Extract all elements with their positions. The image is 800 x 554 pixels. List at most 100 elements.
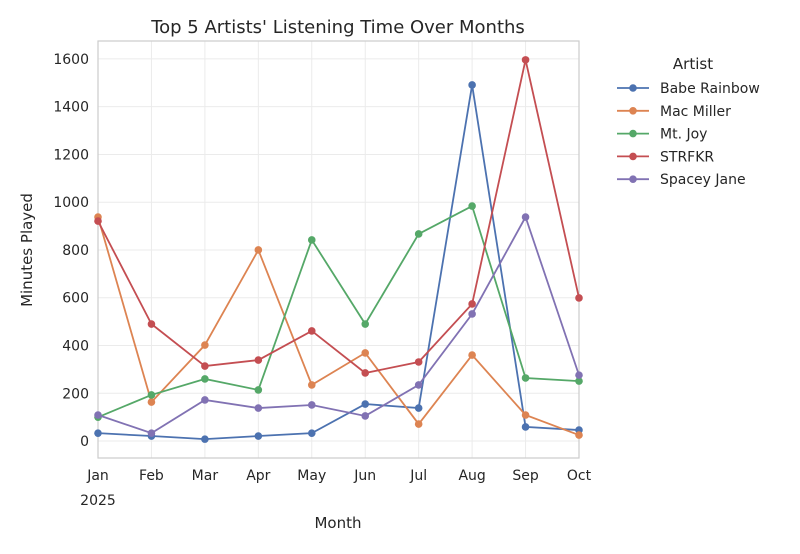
data-point [147,398,156,406]
data-point [254,246,263,254]
series-line [97,216,580,436]
data-point [521,56,530,64]
chart-title: Top 5 Artists' Listening Time Over Month… [150,17,525,38]
data-point [468,81,476,89]
series-group [94,56,583,443]
series-line [97,214,580,435]
data-point [521,411,530,419]
data-point [361,400,370,408]
x-tick-label: Aug [458,468,485,484]
y-tick-label: 200 [62,386,89,402]
y-axis-label: Minutes Played [18,193,36,307]
data-point [201,362,209,370]
x-tick-label: Jul [409,468,427,484]
data-point [575,377,583,385]
y-tick-label: 400 [62,339,89,355]
x-tick-label: May [297,468,326,484]
data-point [414,420,423,428]
legend-marker [629,129,637,138]
series-line [97,84,580,441]
x-tick-label: Apr [246,468,270,484]
legend-title: Artist [673,55,713,73]
data-point [361,369,370,377]
legend-marker [629,84,637,92]
legend: Artist Babe Rainbow Mac Miller Mt. Joy STRF… [617,55,760,188]
data-point [361,349,370,357]
data-point [94,217,102,225]
y-tick-labels: 0 200 400 600 800 1000 1200 1400 1600 [53,52,89,450]
data-point [201,396,209,404]
x-tick-label: Sep [512,468,539,484]
data-point [468,351,476,359]
x-tick-label: Feb [139,468,164,484]
data-point [201,341,209,349]
data-point [575,371,583,379]
data-point [94,411,102,419]
y-tick-label: 800 [62,243,89,259]
legend-label: Babe Rainbow [660,81,760,97]
x-tick-label: Jan [86,468,109,484]
data-point [147,320,156,328]
x-tick-year: 2025 [80,493,116,509]
series-line [97,59,580,374]
x-tick-label: Jun [353,468,376,484]
y-tick-label: 1400 [53,100,89,116]
y-tick-label: 600 [62,291,89,307]
data-point [521,213,530,221]
series-mac-miller [94,213,583,439]
x-tick-label: Oct [567,468,592,484]
y-tick-label: 0 [80,434,89,450]
x-tick-label: Mar [192,468,219,484]
series-mt-joy [94,202,583,421]
legend-label: STRFKR [660,149,714,165]
data-point [575,294,583,302]
data-point [468,310,476,318]
legend-marker [629,175,637,183]
data-point [521,374,530,382]
plot-frame [97,40,580,459]
data-point [201,375,209,383]
series-spacey-jane [94,213,583,437]
data-point [201,435,209,443]
legend-item: Mt. Joy [617,127,707,143]
legend-label: Mac Miller [660,104,731,120]
y-tick-label: 1600 [53,52,89,68]
y-tick-label: 1000 [53,195,89,211]
data-point [307,429,316,437]
legend-label: Mt. Joy [660,127,707,143]
legend-label: Spacey Jane [660,172,746,188]
data-point [254,404,263,412]
legend-item: Babe Rainbow [617,81,760,97]
series-line [97,204,580,418]
data-point [468,300,476,308]
legend-item: Spacey Jane [617,172,746,188]
data-point [307,381,316,389]
data-point [414,404,423,412]
data-point [361,412,370,420]
series-strfkr [94,56,583,377]
data-point [254,386,263,394]
data-point [361,320,370,328]
data-point [94,429,102,437]
x-tick-labels: Jan Feb Mar Apr May Jun Jul Aug Sep Oct 2025 [80,468,591,509]
legend-marker [629,152,637,161]
data-point [254,432,263,440]
y-tick-label: 1200 [53,147,89,163]
data-point [414,381,423,389]
data-point [414,358,423,366]
data-point [147,429,156,437]
data-point [254,356,263,364]
legend-item: STRFKR [617,149,714,165]
legend-item: Mac Miller [617,104,731,120]
data-point [414,230,423,238]
data-point [307,327,316,335]
x-axis-label: Month [314,514,361,532]
data-point [468,202,476,210]
data-point [307,236,316,244]
data-point [575,431,583,439]
data-point [147,391,156,399]
data-point [307,401,316,409]
legend-marker [629,107,637,115]
data-point [521,423,530,431]
